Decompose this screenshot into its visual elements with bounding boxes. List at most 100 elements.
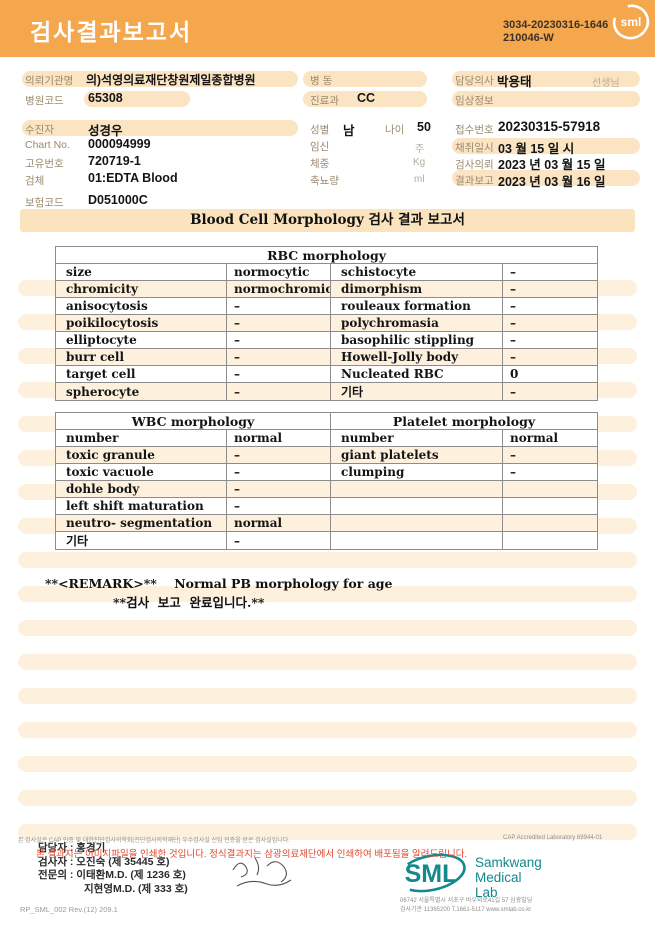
staff-line: 담당자 : 홍경기 xyxy=(38,842,106,854)
rbc-table-title: RBC morphology xyxy=(54,246,599,264)
table-cell: clumping xyxy=(330,463,504,481)
highlight-chip xyxy=(452,138,640,154)
label-reported: 결과보고 xyxy=(455,175,494,187)
sml-contact: 검사기관 11365200 T.1661-5117 www.smlab.co.k… xyxy=(400,907,532,913)
report-number-1: 3034-20230316-1646 xyxy=(503,19,609,31)
label-hospital-code: 병원코드 xyxy=(25,95,64,107)
table-cell: rouleaux formation xyxy=(330,297,503,315)
table-cell: – xyxy=(226,297,331,315)
staff-line: 지현영M.D. (제 333 호) xyxy=(84,882,188,895)
print-notice: 본 결과지는 이미지파일을 인쇄한 것입니다. 정식결과지는 삼광의료재단에서 … xyxy=(36,849,468,860)
table-row: anisocytosis – rouleaux formation – xyxy=(55,297,599,315)
table-cell: number xyxy=(330,429,504,447)
label-insurance-code: 보험코드 xyxy=(25,197,64,209)
table-cell xyxy=(502,531,599,550)
table-cell: – xyxy=(501,348,599,366)
table-cell: – xyxy=(501,297,599,315)
table-cell: basophilic stippling xyxy=(330,331,503,349)
highlight-chip xyxy=(452,71,640,87)
accreditation-note: 본 검사실은 CAP 인증 및 대한진단검사의학회(진단검사의학재단) 우수검사… xyxy=(18,838,290,844)
table-cell: polychromasia xyxy=(330,314,503,332)
svg-text:SML: SML xyxy=(405,860,458,888)
background-stripe xyxy=(18,586,637,602)
label-patient: 수진자 xyxy=(25,124,54,136)
label-age: 나이 xyxy=(385,124,405,136)
sml-header-logo-icon: sml xyxy=(612,4,650,40)
table-cell: – xyxy=(225,497,332,515)
table-cell: normal xyxy=(502,429,599,447)
label-weight: 체중 xyxy=(310,158,330,170)
table-cell xyxy=(502,497,599,515)
table-cell: – xyxy=(501,263,599,281)
table-cell: – xyxy=(501,280,599,298)
report-number-2: 210046-W xyxy=(503,32,554,44)
table-cell: – xyxy=(501,382,599,401)
table-row: size normocytic schistocyte – xyxy=(55,263,599,281)
sml-company-name: Samkwang Medical Lab xyxy=(475,855,542,900)
document-code: RP_SML_002 Rev.(12) 209.1 xyxy=(20,905,118,914)
background-stripe xyxy=(18,688,637,704)
value-reported: 2023 년 03 월 16 일 xyxy=(498,175,606,189)
table-cell: 기타 xyxy=(330,382,503,401)
staff-line: 검사자 : 오진숙 (제 35445 호) xyxy=(38,855,170,868)
table-row: left shift maturation – xyxy=(55,497,599,515)
value-patient: 성경우 xyxy=(88,124,123,138)
table-row: spherocyte – 기타 – xyxy=(55,382,599,401)
value-collected: 03 월 15 일 시 xyxy=(498,142,575,156)
sml-address: 06742 서울특별시 서초구 바우뫼로41길 57 삼광빌딩 xyxy=(400,898,533,904)
svg-text:sml: sml xyxy=(621,15,642,29)
unit-pregnancy: 주 xyxy=(415,144,425,155)
label-sex: 성별 xyxy=(310,124,330,136)
table-cell: Howell-Jolly body xyxy=(330,348,503,366)
table-cell: dohle body xyxy=(55,480,227,498)
table-cell: – xyxy=(501,314,599,332)
remark-line-2: **검사 보고 완료입니다.** xyxy=(113,595,265,610)
table-cell: – xyxy=(225,463,332,481)
table-cell xyxy=(330,480,504,498)
table-row: toxic vacuole – clumping – xyxy=(55,463,599,481)
value-department: CC xyxy=(357,91,376,105)
label-pregnancy: 임신 xyxy=(310,141,330,153)
background-stripe xyxy=(18,654,637,670)
table-cell: – xyxy=(502,446,599,464)
value-insurance-code: D051000C xyxy=(88,193,148,207)
table-cell: – xyxy=(226,314,331,332)
label-urine: 축뇨량 xyxy=(310,175,339,187)
table-row: elliptocyte – basophilic stippling – xyxy=(55,331,599,349)
value-hospital-code: 65308 xyxy=(88,91,123,105)
highlight-chip xyxy=(452,170,640,186)
table-cell xyxy=(330,514,504,532)
table-row: burr cell – Howell-Jolly body – xyxy=(55,348,599,366)
label-ward: 병 동 xyxy=(310,75,333,87)
value-doctor: 박용태 xyxy=(497,75,532,89)
highlight-chip xyxy=(452,91,640,107)
background-stripe xyxy=(18,790,637,806)
table-row: poikilocytosis – polychromasia – xyxy=(55,314,599,332)
table-cell: elliptocyte xyxy=(55,331,227,349)
unit-weight: Kg xyxy=(413,157,426,168)
rbc-morphology-table: RBC morphology size normocytic schistocyte… xyxy=(54,246,599,401)
table-cell: toxic vacuole xyxy=(55,463,227,481)
table-cell: normocytic xyxy=(226,263,331,281)
value-specimen: 01:EDTA Blood xyxy=(88,171,178,185)
highlight-chip xyxy=(303,91,427,107)
table-cell: 0 xyxy=(501,365,599,383)
label-collected: 채취일시 xyxy=(455,142,494,154)
highlight-chip xyxy=(84,91,190,107)
table-row: chromicity normochromic dimorphism – xyxy=(55,280,599,298)
background-stripe xyxy=(18,824,637,840)
signature-icon xyxy=(232,857,292,887)
label-requesting-org: 의뢰기관명 xyxy=(25,75,74,87)
value-unique-no: 720719-1 xyxy=(88,154,141,168)
table-row: dohle body – xyxy=(55,480,599,498)
table-row: 기타 – xyxy=(55,531,599,550)
value-requesting-org: 의)석영의료재단창원제일종합병원 xyxy=(86,73,256,87)
table-row: toxic granule – giant platelets – xyxy=(55,446,599,464)
label-department: 진료과 xyxy=(310,95,339,107)
table-cell: burr cell xyxy=(55,348,227,366)
table-cell: – xyxy=(225,531,332,550)
table-cell: giant platelets xyxy=(330,446,504,464)
value-sex: 남 xyxy=(343,124,355,138)
table-cell: target cell xyxy=(55,365,227,383)
table-cell: neutro- segmentation xyxy=(55,514,227,532)
